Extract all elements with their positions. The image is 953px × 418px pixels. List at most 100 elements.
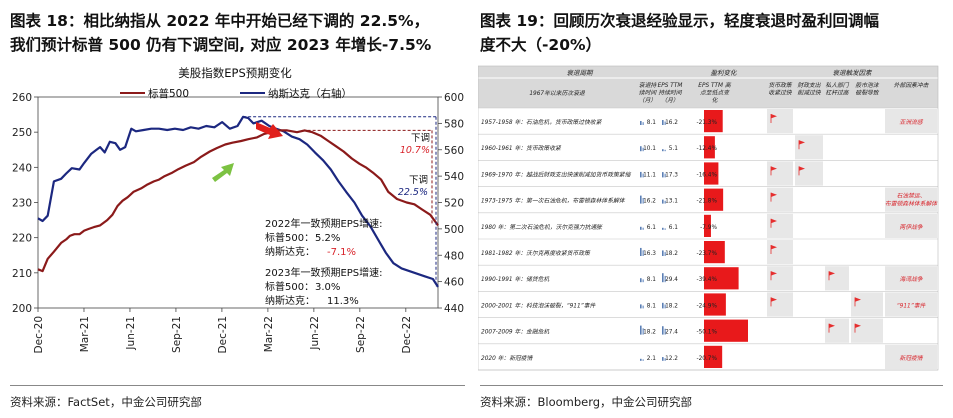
sp500-cut-label: 下调 [411,133,430,144]
column-header-line: 点至低点变 [700,90,730,97]
flag-icon [799,140,805,145]
mini-bar-icon [642,250,644,256]
external-factor: 两伊战争 [899,224,923,231]
eps-2022-nasdaq-label: 纳斯达克： [265,245,315,258]
external-cell-shade [885,213,937,238]
red-arrow [256,122,283,139]
column-header-line: 收紧过快 [768,90,792,97]
left-figure-title-line2: 我们预计标普 500 仍有下调空间, 对应 2023 年增长-7.5% [10,36,432,54]
recession-period: 1973-1975 年：第一次石油危机，布雷顿森林体系解体 [481,198,626,205]
mini-bar-icon [642,305,644,309]
sp500-cut-value: 10.7% [400,145,430,156]
trigger-cell-shade [825,266,849,291]
right-source-rule [480,385,943,386]
series-line-sp500 [37,129,439,273]
eps-change-value: -21.8% [696,199,717,205]
y-left-tick-label: 250 [12,127,32,139]
mini-bar-icon [664,304,666,309]
eps-2023-title: 2023年一致预期EPS增速: [265,266,383,279]
recession-months: 18.2 [643,330,656,336]
eps-change-bar [704,319,748,342]
right-figure-title-line1: 图表 19：回顾历次衰退经验显示，轻度衰退时盈利回调幅 [480,12,879,30]
y-left-tick-label: 230 [12,198,32,210]
mini-bar-icon [640,195,642,204]
flag-icon [771,218,777,224]
eps-change-bar [704,293,726,316]
x-tick-label: Dec-20 [33,316,45,353]
y-right-tick-label: 540 [444,171,464,183]
mini-bar-icon [640,146,642,152]
recession-months: 11.1 [643,172,656,178]
eps-2023-nasdaq-value: 11.3% [327,296,359,307]
left-figure-title-line1: 图表 18：相比纳指从 2022 年中开始已经下调的 22.5%， [10,12,430,30]
recession-period: 1960-1961 年：货币政策收紧 [481,145,562,152]
eps-change-bar [704,214,711,237]
mini-bar-icon [642,147,644,152]
right-source-note: 资料来源：Bloomberg，中金公司研究部 [480,395,693,409]
mini-bar-icon [640,304,642,309]
column-header-line: 削减过快 [797,90,821,97]
x-tick-label: Sep-22 [355,316,367,353]
external-cell-shade [885,266,937,291]
eps-change-value: -24.9% [696,303,717,309]
flag-icon [855,297,861,302]
eps-change-value: -50.1% [696,330,717,336]
mini-bar-icon [664,228,666,230]
x-tick-label: Mar-21 [79,316,91,352]
mini-bar-icon [662,172,664,178]
column-header-line: EPS TTM 高 [698,82,732,89]
mini-bar-icon [642,197,644,204]
external-cell-shade [885,187,937,212]
flag-icon [771,271,777,276]
recession-period: 1981-1982 年：沃尔克再度收紧货币政策 [481,250,591,257]
y-left-tick-label: 260 [12,92,32,104]
mini-bar-icon [664,149,666,152]
recession-period: 2007-2009 年：金融危机 [481,329,549,336]
mini-bar-icon [642,279,644,283]
column-header-line: （月） [639,97,656,104]
eps-change-value: -7.9% [700,225,717,231]
recession-months: 6.1 [647,225,657,231]
eps-change-value: -12.4% [696,146,717,152]
mini-bar-icon [642,227,644,230]
eps-change-value: -21.3% [696,120,717,126]
y-right-tick-label: 560 [444,145,464,157]
table-header-bg [478,66,938,108]
mini-bar-icon [640,358,642,361]
eps-change-value: -23.7% [696,251,717,257]
eps-2022-sp500-label: 标普500： [265,231,314,244]
recession-months: 16.3 [643,251,656,257]
column-header-line: EPS TTM [658,83,683,89]
y-right-tick-label: 460 [444,277,464,289]
eps-change-bar [704,241,725,264]
mini-bar-icon [664,328,666,335]
recession-months: 16.2 [643,199,656,205]
column-header-line: 股市泡沫 [855,82,879,89]
left-source-note: 资料来源：FactSet，中金公司研究部 [10,395,202,409]
eps-2022-title: 2022年一致预期EPS增速: [265,217,383,230]
eps-2023-sp500-label: 标普500： [265,280,314,293]
x-tick-label: Dec-22 [401,316,413,353]
column-header-line: 财政支出 [797,82,821,89]
nasdaq-cut-value: 22.5% [398,187,428,198]
x-tick-label: Jun-22 [309,316,321,351]
group-header: 衰退周期 [567,69,595,77]
mini-bar-icon [662,273,664,283]
eps-months: 13.1 [665,199,678,205]
mini-bar-icon [662,199,664,204]
flag-icon [855,323,861,328]
recession-period: 1957-1958 年：石油危机，货币政策过快收紧 [481,119,603,126]
mini-bar-icon [662,120,664,125]
table-frame [478,65,939,371]
flag-icon [771,166,777,171]
recession-months: 8.1 [647,277,657,283]
eps-2022-nasdaq-value: -7.1% [327,247,356,258]
mini-bar-icon [642,359,644,361]
mini-bar-icon [662,357,664,361]
mini-bar-icon [640,325,642,335]
mini-bar-icon [662,149,664,152]
y-left-tick-label: 220 [12,233,32,245]
recession-months: 2.1 [647,356,657,362]
mini-bar-icon [664,121,666,125]
